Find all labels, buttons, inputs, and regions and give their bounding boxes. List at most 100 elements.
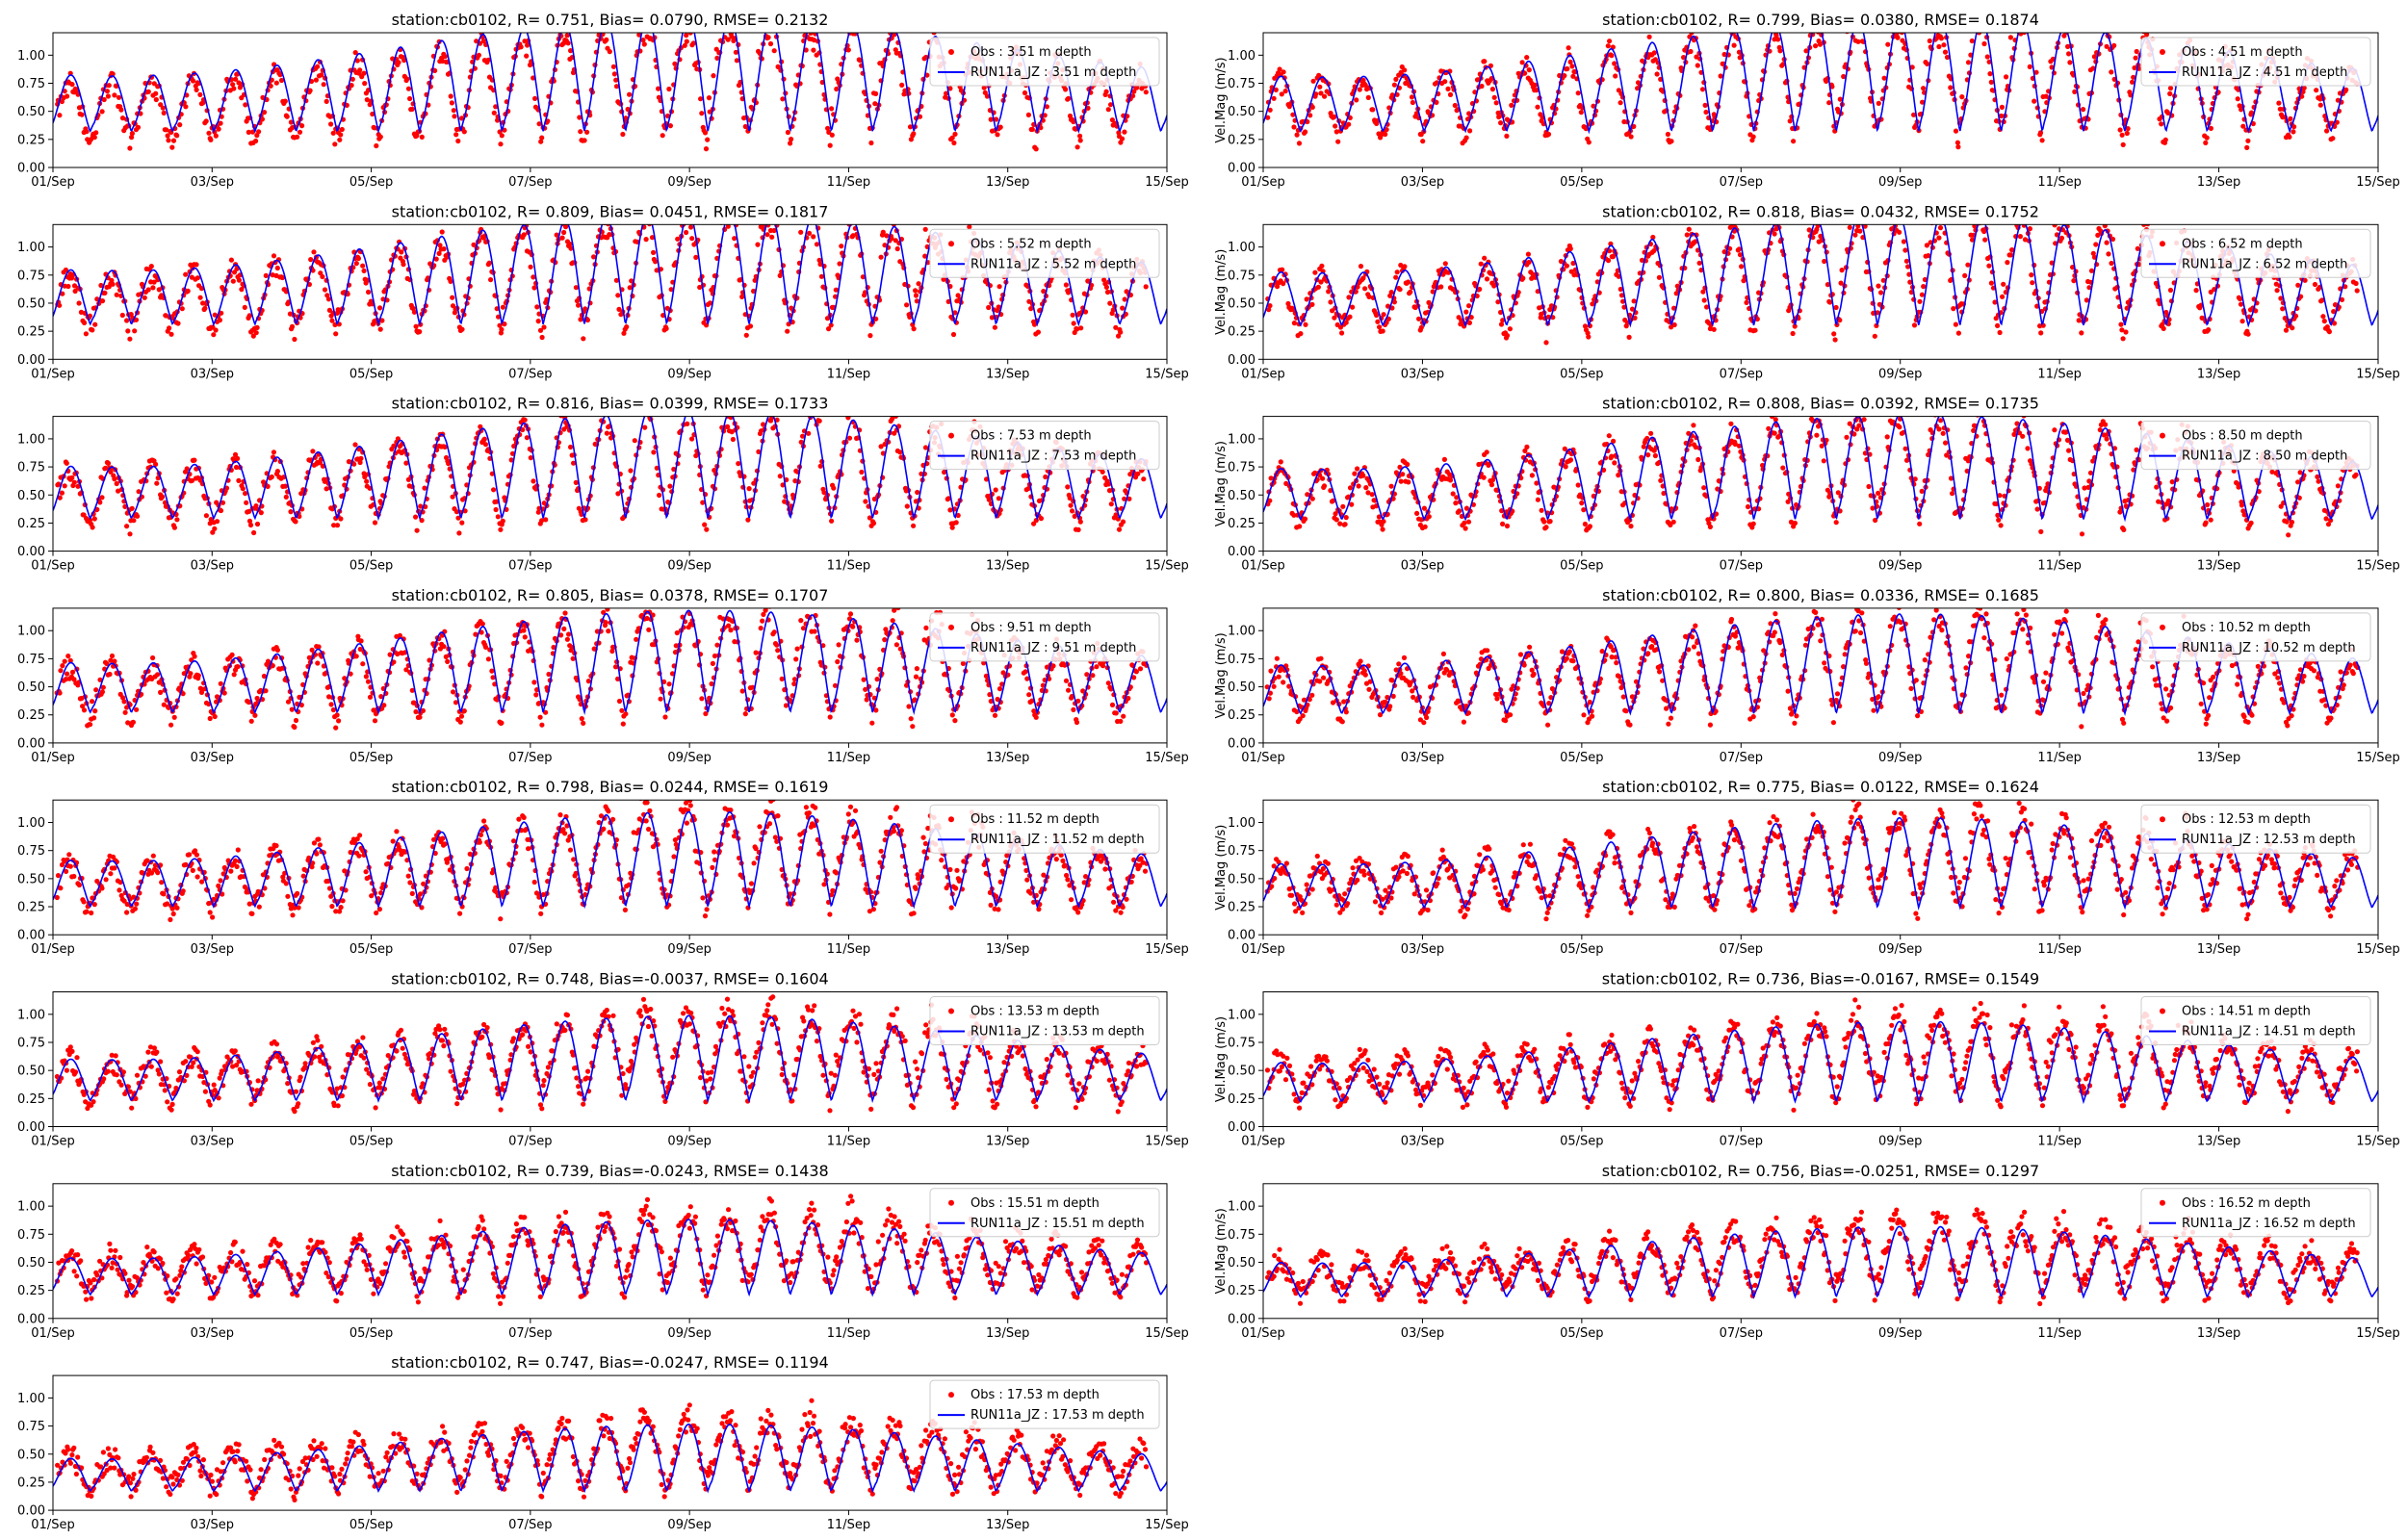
obs-point	[643, 237, 649, 243]
obs-point	[57, 495, 63, 500]
obs-point	[297, 129, 303, 135]
obs-point	[136, 489, 142, 495]
y-tick-label: 0.25	[17, 325, 45, 340]
obs-point	[486, 260, 492, 266]
x-tick-label: 07/Sep	[1720, 175, 1763, 190]
obs-point	[2301, 85, 2307, 90]
x-tick-label: 11/Sep	[827, 559, 870, 574]
obs-point	[739, 294, 745, 299]
obs-point	[114, 292, 119, 297]
obs-point	[2240, 123, 2246, 129]
obs-point	[852, 405, 857, 410]
obs-point	[1988, 280, 1994, 286]
obs-point	[97, 500, 103, 505]
obs-point	[488, 277, 494, 283]
x-tick-label: 11/Sep	[2037, 175, 2081, 190]
obs-point	[632, 438, 637, 444]
obs-point	[459, 520, 465, 526]
obs-point	[2290, 325, 2295, 331]
obs-point	[2071, 278, 2077, 284]
obs-point	[1360, 473, 1366, 478]
obs-point	[183, 104, 189, 110]
obs-point	[451, 108, 456, 114]
obs-point	[91, 135, 97, 141]
obs-point	[246, 129, 251, 135]
obs-point	[256, 129, 262, 135]
subplot-title: station:cb0102, R= 0.808, Bias= 0.0392, …	[1602, 395, 2039, 413]
obs-point	[230, 82, 236, 88]
obs-point	[2300, 89, 2306, 94]
y-tick-label: 0.50	[17, 105, 45, 119]
obs-point	[217, 318, 222, 323]
obs-point	[1569, 64, 1575, 69]
obs-point	[1421, 505, 1427, 511]
obs-point	[2324, 128, 2330, 134]
obs-point	[1534, 88, 1540, 93]
obs-point	[845, 47, 851, 53]
y-tick-label: 0.50	[17, 489, 45, 503]
obs-point	[1855, 38, 1861, 44]
obs-point	[697, 284, 703, 291]
obs-point	[845, 404, 850, 409]
obs-point	[1936, 43, 1942, 50]
obs-point	[471, 242, 477, 247]
obs-point	[197, 295, 203, 300]
obs-point	[1987, 71, 1993, 77]
obs-point	[687, 33, 693, 36]
obs-point	[769, 234, 775, 240]
obs-point	[493, 506, 499, 513]
obs-point	[502, 321, 507, 327]
obs-point	[164, 127, 169, 133]
obs-point	[240, 486, 246, 492]
obs-point	[499, 133, 505, 139]
obs-point	[1618, 293, 1625, 298]
obs-point	[2280, 306, 2286, 312]
obs-point	[1972, 224, 1978, 229]
obs-point	[282, 483, 289, 489]
obs-point	[1463, 505, 1469, 511]
obs-point	[1489, 87, 1495, 92]
obs-point	[2208, 289, 2213, 295]
obs-point	[911, 131, 917, 137]
obs-point	[584, 129, 590, 135]
obs-point	[1326, 289, 1332, 295]
obs-point	[852, 10, 857, 14]
obs-point	[1901, 239, 1906, 244]
obs-point	[857, 58, 863, 64]
obs-point	[952, 131, 958, 137]
obs-point	[1578, 110, 1584, 116]
obs-point	[1689, 33, 1695, 36]
y-tick-label: 1.00	[17, 241, 45, 255]
obs-point	[2206, 327, 2212, 333]
obs-point	[87, 313, 92, 319]
obs-point	[1590, 301, 1595, 307]
obs-point	[884, 233, 890, 239]
obs-point	[218, 120, 223, 126]
obs-point	[189, 477, 195, 483]
obs-point	[1628, 134, 1634, 140]
obs-point	[98, 282, 104, 289]
obs-point	[203, 513, 209, 519]
obs-point	[63, 267, 68, 273]
obs-point	[849, 402, 854, 407]
obs-point	[1028, 306, 1034, 312]
obs-point	[745, 517, 751, 523]
x-tick-label: 05/Sep	[1560, 367, 1603, 381]
obs-point	[370, 111, 375, 117]
obs-point	[216, 126, 221, 132]
obs-point	[407, 95, 413, 102]
obs-point	[57, 113, 63, 118]
obs-point	[1328, 299, 1333, 305]
obs-point	[71, 479, 77, 485]
obs-point	[1545, 131, 1552, 138]
obs-point	[922, 445, 929, 450]
obs-point	[1409, 94, 1415, 100]
obs-point	[90, 327, 95, 333]
obs-point	[1380, 526, 1385, 532]
obs-point	[573, 285, 580, 291]
obs-point	[1022, 90, 1028, 96]
obs-point	[1416, 316, 1422, 321]
obs-point	[235, 455, 241, 461]
obs-point	[75, 483, 81, 489]
